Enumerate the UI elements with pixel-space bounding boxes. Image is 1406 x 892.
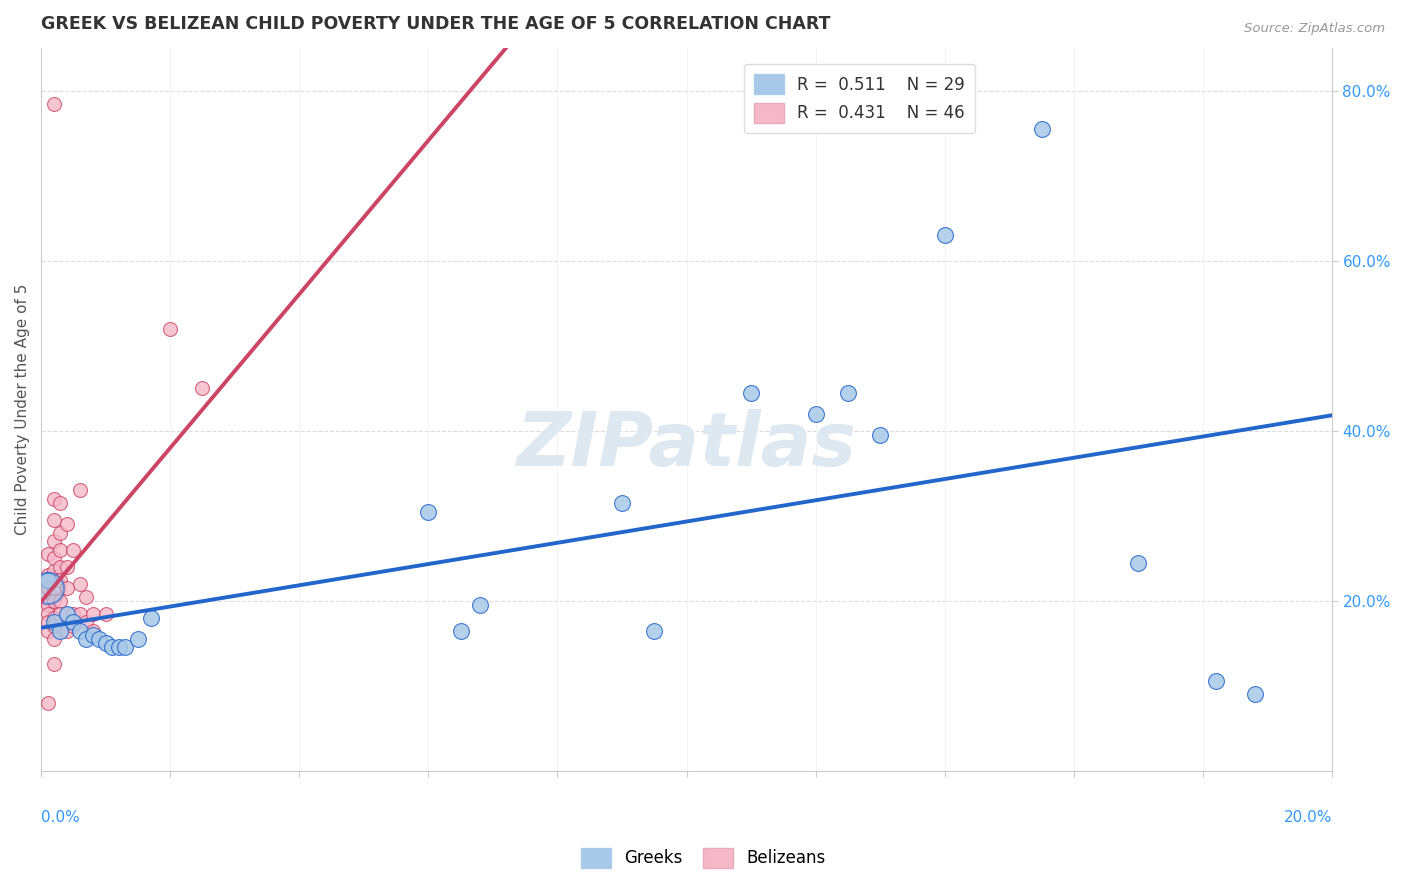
Point <box>69 576 91 591</box>
Point <box>42 551 65 566</box>
Point <box>643 624 665 638</box>
Point <box>69 624 91 638</box>
Point <box>56 581 79 595</box>
Text: GREEK VS BELIZEAN CHILD POVERTY UNDER THE AGE OF 5 CORRELATION CHART: GREEK VS BELIZEAN CHILD POVERTY UNDER TH… <box>41 15 831 33</box>
Point <box>1243 687 1265 701</box>
Point <box>740 385 762 400</box>
Point <box>42 534 65 549</box>
Point <box>804 407 827 421</box>
Point <box>37 598 59 612</box>
Point <box>49 593 72 607</box>
Point <box>418 504 440 518</box>
Point <box>1031 122 1053 136</box>
Point <box>42 581 65 595</box>
Point <box>82 607 104 621</box>
Point <box>37 568 59 582</box>
Point <box>139 611 162 625</box>
Point <box>49 542 72 557</box>
Text: ZIPatlas: ZIPatlas <box>516 409 856 483</box>
Point <box>94 636 117 650</box>
Y-axis label: Child Poverty Under the Age of 5: Child Poverty Under the Age of 5 <box>15 284 30 535</box>
Point <box>62 615 84 629</box>
Text: 0.0%: 0.0% <box>41 811 80 825</box>
Point <box>1205 674 1227 689</box>
Point <box>610 496 633 510</box>
Point <box>56 559 79 574</box>
Point <box>42 513 65 527</box>
Point <box>56 624 79 638</box>
Point <box>42 564 65 578</box>
Text: 20.0%: 20.0% <box>1284 811 1331 825</box>
Point <box>75 615 97 629</box>
Point <box>37 547 59 561</box>
Point <box>62 607 84 621</box>
Legend: Greeks, Belizeans: Greeks, Belizeans <box>574 841 832 875</box>
Legend: R =  0.511    N = 29, R =  0.431    N = 46: R = 0.511 N = 29, R = 0.431 N = 46 <box>744 64 976 133</box>
Point <box>37 615 59 629</box>
Point <box>159 322 181 336</box>
Point <box>69 483 91 498</box>
Point <box>75 590 97 604</box>
Point <box>42 619 65 633</box>
Point <box>82 624 104 638</box>
Point <box>56 607 79 621</box>
Point <box>49 573 72 587</box>
Point <box>49 496 72 510</box>
Point <box>42 491 65 506</box>
Point <box>62 542 84 557</box>
Point <box>42 96 65 111</box>
Point <box>56 607 79 621</box>
Point <box>49 525 72 540</box>
Point <box>82 628 104 642</box>
Point <box>56 517 79 532</box>
Point <box>49 619 72 633</box>
Point <box>94 607 117 621</box>
Point <box>75 632 97 646</box>
Point <box>42 657 65 672</box>
Point <box>37 581 59 595</box>
Point <box>37 581 59 595</box>
Point <box>37 573 59 587</box>
Text: Source: ZipAtlas.com: Source: ZipAtlas.com <box>1244 22 1385 36</box>
Point <box>191 381 214 395</box>
Point <box>114 640 136 655</box>
Point <box>37 581 59 595</box>
Point <box>101 640 124 655</box>
Point <box>450 624 472 638</box>
Point <box>62 619 84 633</box>
Point <box>468 598 491 612</box>
Point <box>1128 556 1150 570</box>
Point <box>69 607 91 621</box>
Point <box>49 624 72 638</box>
Point <box>42 632 65 646</box>
Point <box>42 593 65 607</box>
Point <box>49 607 72 621</box>
Point <box>107 640 129 655</box>
Point <box>42 611 65 625</box>
Point <box>37 624 59 638</box>
Point <box>127 632 149 646</box>
Point <box>37 607 59 621</box>
Point <box>42 615 65 629</box>
Point <box>49 559 72 574</box>
Point <box>934 228 956 243</box>
Point <box>37 696 59 710</box>
Point <box>837 385 859 400</box>
Point <box>89 632 111 646</box>
Point <box>869 428 891 442</box>
